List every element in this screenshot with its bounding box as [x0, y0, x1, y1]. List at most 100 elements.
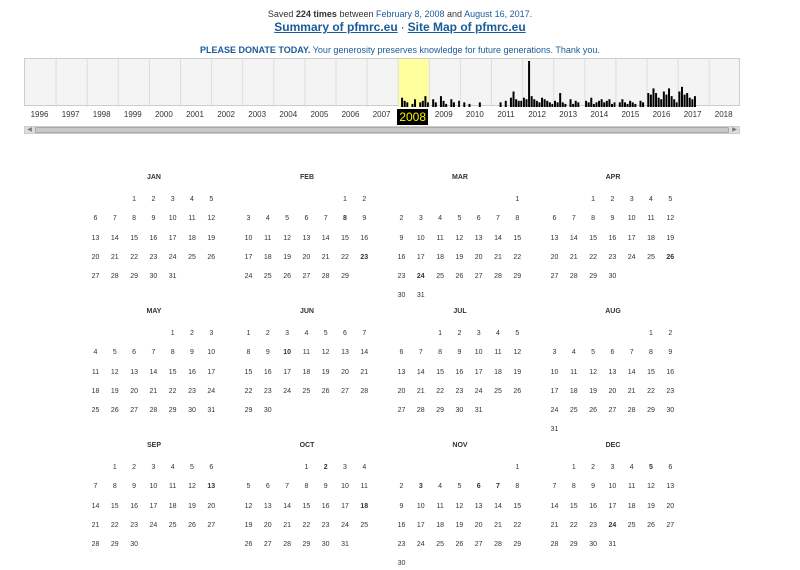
capture-bar[interactable]: [598, 100, 601, 107]
scroll-thumb[interactable]: [35, 127, 729, 133]
timeline-scrollbar[interactable]: ◀ ▶: [24, 126, 740, 134]
capture-bar[interactable]: [561, 102, 564, 107]
capture-day[interactable]: 7: [489, 479, 508, 495]
capture-bar[interactable]: [546, 100, 549, 107]
year-label-2008[interactable]: 2008: [397, 109, 429, 125]
capture-bar[interactable]: [670, 96, 673, 107]
capture-bar[interactable]: [686, 93, 689, 107]
capture-bar[interactable]: [512, 91, 515, 108]
capture-bar[interactable]: [528, 61, 531, 107]
capture-bar[interactable]: [587, 102, 590, 107]
capture-bar[interactable]: [660, 99, 663, 107]
year-column-2018[interactable]: [709, 59, 740, 107]
capture-day[interactable]: 6: [469, 479, 488, 495]
capture-bar[interactable]: [577, 102, 580, 107]
year-label-2002[interactable]: 2002: [217, 110, 235, 119]
capture-bar[interactable]: [517, 100, 520, 107]
capture-bar[interactable]: [683, 94, 686, 107]
year-label-2012[interactable]: 2012: [528, 110, 546, 119]
scroll-left-icon[interactable]: ◀: [27, 127, 32, 133]
year-label-2014[interactable]: 2014: [590, 110, 609, 119]
capture-bar[interactable]: [657, 97, 660, 107]
year-column-2014[interactable]: [585, 59, 616, 107]
capture-bar[interactable]: [515, 99, 518, 107]
year-label-2003[interactable]: 2003: [248, 110, 267, 119]
year-label-2016[interactable]: 2016: [652, 110, 671, 119]
capture-bar[interactable]: [572, 103, 575, 107]
capture-bar[interactable]: [611, 103, 614, 107]
capture-bar[interactable]: [603, 102, 606, 107]
capture-bar[interactable]: [559, 93, 562, 107]
year-column-1996[interactable]: [25, 59, 56, 107]
capture-bar[interactable]: [538, 102, 541, 107]
last-capture-link[interactable]: August 16, 2017.: [464, 9, 533, 19]
capture-bar[interactable]: [520, 100, 523, 107]
capture-bar[interactable]: [678, 91, 681, 108]
capture-bar[interactable]: [668, 88, 671, 107]
capture-bar[interactable]: [618, 102, 621, 107]
capture-bar[interactable]: [631, 102, 634, 107]
capture-day[interactable]: 24: [603, 518, 622, 534]
year-column-2010[interactable]: [460, 59, 491, 107]
capture-bar[interactable]: [665, 94, 668, 107]
capture-bar[interactable]: [432, 99, 435, 107]
capture-bar[interactable]: [499, 102, 502, 107]
year-label-2001[interactable]: 2001: [186, 110, 204, 119]
year-label-2010[interactable]: 2010: [465, 110, 484, 119]
capture-bar[interactable]: [452, 102, 455, 107]
year-column-1998[interactable]: [87, 59, 118, 107]
capture-bar[interactable]: [530, 96, 533, 107]
year-column-2001[interactable]: [181, 59, 212, 107]
capture-bar[interactable]: [623, 102, 626, 107]
year-column-2004[interactable]: [274, 59, 305, 107]
capture-bar[interactable]: [642, 102, 645, 107]
summary-link[interactable]: Summary of pfmrc.eu: [274, 20, 398, 34]
capture-bar[interactable]: [693, 96, 696, 107]
capture-day[interactable]: 13: [202, 479, 221, 495]
year-label-1998[interactable]: 1998: [92, 110, 111, 119]
year-label-2007[interactable]: 2007: [372, 110, 391, 119]
capture-bar[interactable]: [427, 102, 429, 107]
capture-bar[interactable]: [647, 93, 650, 107]
capture-day[interactable]: 26: [661, 250, 680, 266]
capture-day[interactable]: 2: [316, 460, 335, 476]
capture-bar[interactable]: [504, 100, 507, 107]
year-column-2013[interactable]: [554, 59, 585, 107]
sitemap-link[interactable]: Site Map of pfmrc.eu: [407, 20, 526, 34]
scroll-right-icon[interactable]: ▶: [732, 127, 737, 133]
capture-bar[interactable]: [468, 103, 471, 107]
capture-bar[interactable]: [414, 99, 417, 107]
year-column-2003[interactable]: [243, 59, 274, 107]
capture-bar[interactable]: [585, 100, 588, 107]
capture-bar[interactable]: [554, 100, 556, 107]
capture-day[interactable]: 23: [355, 250, 374, 266]
capture-bar[interactable]: [680, 86, 683, 107]
year-label-2006[interactable]: 2006: [341, 110, 360, 119]
capture-bar[interactable]: [621, 99, 624, 107]
first-capture-link[interactable]: February 8, 2008: [375, 9, 445, 19]
year-column-2005[interactable]: [305, 59, 336, 107]
capture-bar[interactable]: [525, 99, 528, 107]
year-column-2000[interactable]: [149, 59, 180, 107]
capture-bar[interactable]: [600, 99, 603, 107]
donate-heading[interactable]: PLEASE DONATE TODAY.: [200, 45, 311, 55]
capture-bar[interactable]: [450, 99, 453, 107]
capture-bar[interactable]: [691, 99, 694, 107]
capture-bar[interactable]: [551, 103, 554, 107]
year-label-2013[interactable]: 2013: [559, 110, 578, 119]
capture-day[interactable]: 18: [355, 499, 374, 515]
capture-bar[interactable]: [675, 102, 678, 107]
year-column-2008[interactable]: [398, 59, 430, 107]
capture-bar[interactable]: [629, 100, 632, 107]
capture-bar[interactable]: [655, 93, 658, 107]
year-label-2004[interactable]: 2004: [279, 110, 298, 119]
capture-day[interactable]: 24: [411, 269, 430, 285]
year-column-2011[interactable]: [492, 59, 523, 107]
year-label-2015[interactable]: 2015: [621, 110, 640, 119]
year-column-1999[interactable]: [118, 59, 149, 107]
capture-bar[interactable]: [424, 96, 427, 107]
donate-banner[interactable]: PLEASE DONATE TODAY. Your generosity pre…: [0, 45, 800, 55]
capture-bar[interactable]: [541, 97, 544, 107]
capture-bar[interactable]: [403, 100, 406, 107]
year-column-2006[interactable]: [336, 59, 367, 107]
